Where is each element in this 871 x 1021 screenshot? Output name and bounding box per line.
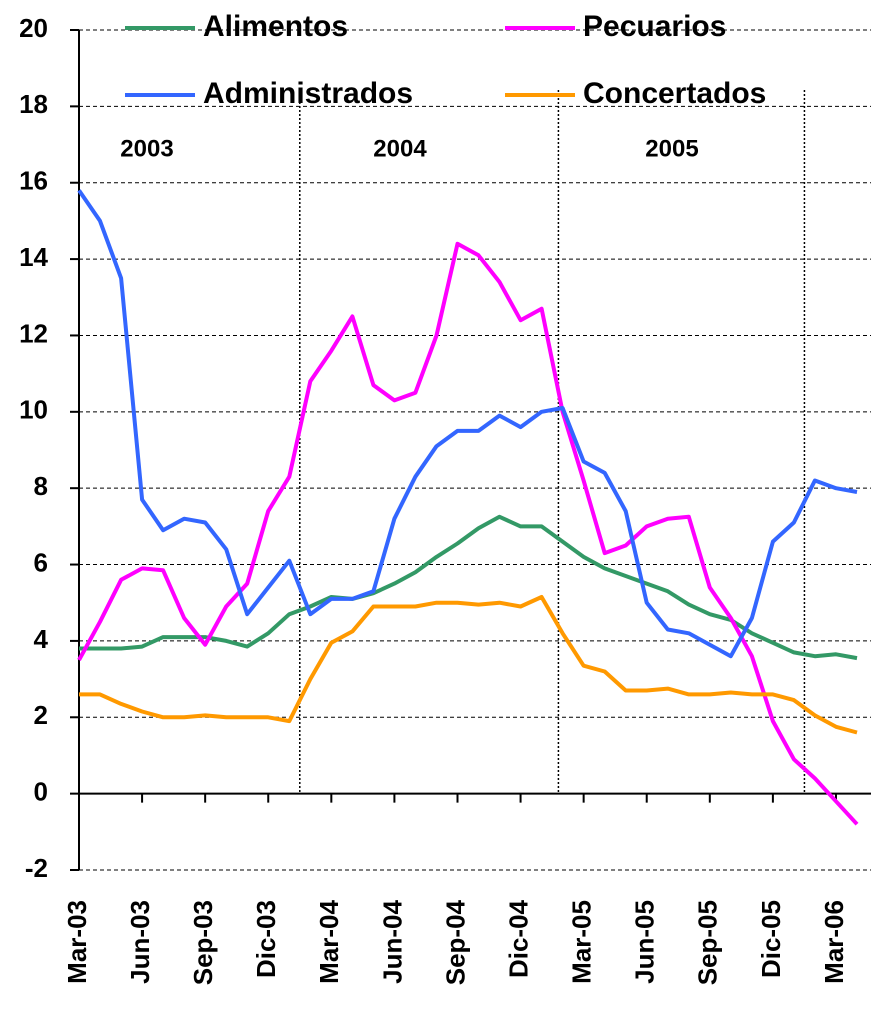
- y-tick-label: 6: [34, 547, 48, 577]
- legend-label: Alimentos: [203, 10, 348, 43]
- y-tick-label: 2: [34, 700, 48, 730]
- series-line: [79, 597, 857, 733]
- y-tick-label: 18: [19, 89, 48, 119]
- legend-label: Pecuarios: [583, 10, 726, 43]
- y-tick-label: 4: [34, 624, 49, 654]
- x-tick-label: Jun-03: [125, 900, 155, 984]
- legend-label: Administrados: [203, 77, 413, 110]
- y-tick-label: 8: [34, 471, 48, 501]
- year-label: 2005: [645, 135, 698, 162]
- x-tick-label: Mar-06: [819, 900, 849, 984]
- y-tick-label: -2: [25, 853, 48, 883]
- year-label: 2004: [373, 135, 427, 162]
- x-tick-label: Sep-04: [440, 899, 470, 985]
- x-tick-label: Dic-05: [756, 900, 786, 978]
- x-tick-label: Mar-05: [567, 900, 597, 984]
- year-label: 2003: [120, 135, 173, 162]
- series-line: [79, 190, 857, 656]
- y-tick-label: 14: [19, 242, 48, 272]
- chart: -2 0 2 4 6 8 10 12 14 16 18 20 Mar-03 Jun-03 Sep-03 Dic…: [0, 0, 871, 1021]
- x-tick-label: Sep-05: [693, 900, 723, 985]
- x-tick-label: Sep-03: [188, 900, 218, 985]
- x-tick-label: Jun-04: [377, 899, 407, 983]
- y-tick-label: 16: [19, 166, 48, 196]
- y-tick-label: 20: [19, 13, 48, 43]
- x-tick-label: Dic-04: [503, 899, 533, 978]
- y-tick-label: 12: [19, 318, 48, 348]
- legend-label: Concertados: [583, 77, 766, 110]
- y-tick-label: 0: [34, 777, 48, 807]
- x-tick-label: Jun-05: [630, 900, 660, 984]
- x-tick-label: Dic-03: [251, 900, 281, 978]
- x-tick-label: Mar-03: [62, 900, 92, 984]
- x-tick-label: Mar-04: [314, 899, 344, 983]
- y-tick-label: 10: [19, 395, 48, 425]
